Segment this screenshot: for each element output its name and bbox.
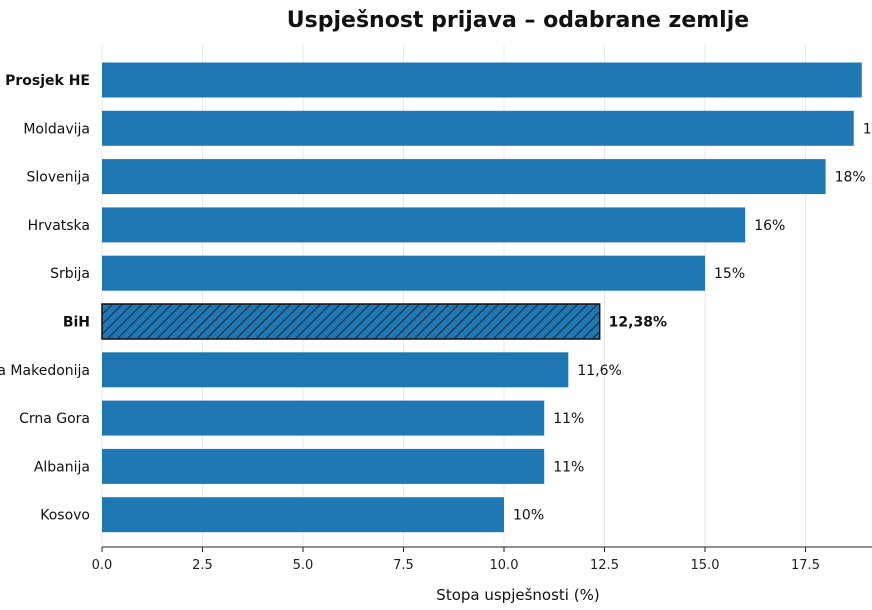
data-label: 11% bbox=[553, 459, 584, 475]
x-tick-label: 17.5 bbox=[791, 558, 820, 573]
data-label: 10% bbox=[513, 508, 544, 524]
bar bbox=[102, 400, 545, 436]
category-label: Kosovo bbox=[40, 508, 90, 524]
x-tick-label: 12.5 bbox=[590, 558, 619, 573]
x-tick-label: 7.5 bbox=[393, 558, 414, 573]
data-label: 11% bbox=[553, 411, 584, 427]
category-label: Crna Gora bbox=[19, 411, 90, 427]
chart-title: Uspješnost prijava – odabrane zemlje bbox=[287, 8, 749, 33]
bar bbox=[102, 110, 854, 146]
bar bbox=[102, 159, 826, 195]
category-labels: Prosjek HE Moldavija Slovenija Hrvatska Srbi… bbox=[0, 73, 90, 524]
bars bbox=[101, 62, 862, 533]
category-label: Hrvatska bbox=[28, 218, 90, 234]
category-label: Sjeverna Makedonija bbox=[0, 363, 90, 379]
x-tick-label: 10.0 bbox=[490, 558, 519, 573]
bar bbox=[102, 352, 569, 388]
category-label: Moldavija bbox=[23, 121, 90, 137]
category-label: Slovenija bbox=[27, 170, 90, 186]
data-label: 15% bbox=[714, 266, 745, 282]
bar bbox=[101, 303, 601, 340]
x-tick-label: 0.0 bbox=[92, 558, 113, 573]
category-label: Prosjek HE bbox=[5, 73, 90, 89]
data-label: 16% bbox=[754, 218, 785, 234]
category-label: Albanija bbox=[34, 459, 90, 475]
bar bbox=[102, 255, 705, 291]
data-label: 19% bbox=[863, 121, 872, 137]
x-tick-label: 5.0 bbox=[293, 558, 314, 573]
category-label: Srbija bbox=[50, 266, 90, 282]
bar bbox=[102, 62, 862, 98]
data-label: 12,38% bbox=[609, 315, 667, 331]
bar bbox=[102, 448, 545, 484]
x-tick-label: 2.5 bbox=[192, 558, 213, 573]
x-ticks: 0.0 2.5 5.0 7.5 10.0 12.5 15.0 17.5 bbox=[92, 547, 820, 573]
category-label: BiH bbox=[63, 315, 90, 331]
value-labels: 19% 19% 18% 16% 15% 12,38% 11,6% 11% 11% 10% bbox=[513, 73, 872, 524]
bar bbox=[102, 207, 746, 243]
data-label: 18% bbox=[835, 170, 866, 186]
bar bbox=[102, 497, 504, 533]
x-tick-label: 15.0 bbox=[691, 558, 720, 573]
x-axis-label: Stopa uspješnosti (%) bbox=[436, 586, 599, 604]
data-label: 19% bbox=[871, 73, 872, 89]
data-label: 11,6% bbox=[577, 363, 621, 379]
